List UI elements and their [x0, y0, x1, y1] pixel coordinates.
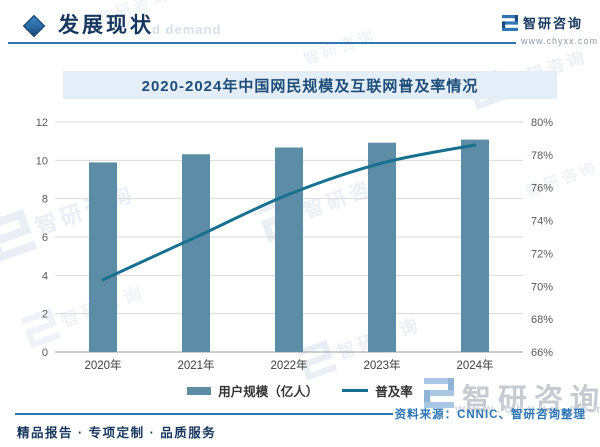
right-axis-tick: 80%	[531, 117, 553, 129]
bar-2022年	[275, 147, 303, 352]
left-axis-tick: 8	[42, 194, 48, 206]
watermark-stamp: 智研咨询	[0, 171, 141, 263]
legend-line-swatch-icon	[342, 388, 369, 393]
footer-divider	[15, 413, 393, 415]
brand-url: www.chyxx.com	[521, 36, 599, 46]
brand-logo-icon	[502, 14, 518, 31]
watermark-brand-large: 智研咨询	[424, 376, 600, 418]
bar-2021年	[182, 154, 210, 352]
right-axis-tick: 72%	[531, 248, 553, 260]
brand-lockup: 智研咨询	[502, 13, 583, 32]
right-axis-tick: 78%	[531, 150, 553, 162]
legend-label: 普及率	[375, 385, 413, 399]
legend-bar-swatch-icon	[187, 386, 212, 395]
section-title: 发展现状	[58, 14, 154, 37]
brand-logo-icon	[424, 378, 454, 408]
x-axis-label: 2020年	[84, 358, 121, 372]
legend-label: 用户规模（亿人）	[218, 385, 319, 399]
diamond-bullet-icon	[22, 14, 46, 38]
header-ghost-text: d demand	[152, 22, 222, 37]
right-axis-tick: 66%	[531, 347, 553, 359]
x-axis-label: 2023年	[363, 358, 400, 372]
bar-2024年	[461, 139, 489, 352]
header-divider	[8, 42, 516, 44]
left-axis-tick: 0	[42, 347, 48, 359]
right-axis-tick: 70%	[531, 281, 553, 293]
chart-legend: 用户规模（亿人） 普及率	[0, 381, 600, 400]
bar-2023年	[368, 142, 396, 352]
watermark-logo-icon	[20, 307, 62, 349]
page-header: 发展现状 d demand 智研咨询 www.chyxx.com	[0, 0, 600, 50]
page-footer: 资料来源：CNNIC、智研咨询整理 精品报告 · 专项定制 · 品质服务	[0, 400, 600, 447]
left-axis-tick: 12	[36, 117, 48, 129]
right-axis-tick: 76%	[531, 183, 553, 195]
watermark-stamp: 智研咨询	[20, 275, 149, 349]
left-axis-tick: 10	[36, 155, 48, 167]
left-axis-tick: 6	[42, 232, 48, 244]
bar-2020年	[89, 162, 117, 352]
chart-title: 2020-2024年中国网民规模及互联网普及率情况	[141, 77, 479, 95]
brand-logo-icon	[0, 208, 38, 263]
right-axis-tick: 68%	[531, 314, 553, 326]
legend-item-users: 用户规模（亿人）	[187, 381, 318, 400]
chart-canvas: 12 10 8 6 4 2 0 80% 78% 76% 74% 72% 70% 68% 66% 2020年 20…	[36, 117, 553, 372]
x-axis-label: 2022年	[270, 358, 307, 372]
watermark-logo-icon	[424, 378, 454, 408]
x-axis-label: 2024年	[456, 358, 493, 372]
penetration-line	[101, 143, 477, 282]
source-note: 资料来源：CNNIC、智研咨询整理	[394, 409, 586, 421]
right-axis-tick: 74%	[531, 216, 553, 228]
x-axis-label: 2021年	[177, 358, 214, 372]
watermark-logo-icon	[0, 208, 38, 263]
brand-logo-icon	[502, 14, 518, 31]
watermark-text: 智研咨询	[462, 384, 600, 416]
footer-tagline: 精品报告 · 专项定制 · 品质服务	[17, 426, 217, 440]
left-axis-tick: 4	[42, 270, 48, 282]
chart-title-band: 2020-2024年中国网民规模及互联网普及率情况	[63, 71, 557, 99]
brand-name: 智研咨询	[523, 16, 584, 31]
left-axis-tick: 2	[42, 309, 48, 321]
legend-item-penetration: 普及率	[342, 381, 413, 400]
brand-logo-icon	[20, 307, 62, 349]
watermark-url: www.chyxx.com	[455, 401, 600, 416]
